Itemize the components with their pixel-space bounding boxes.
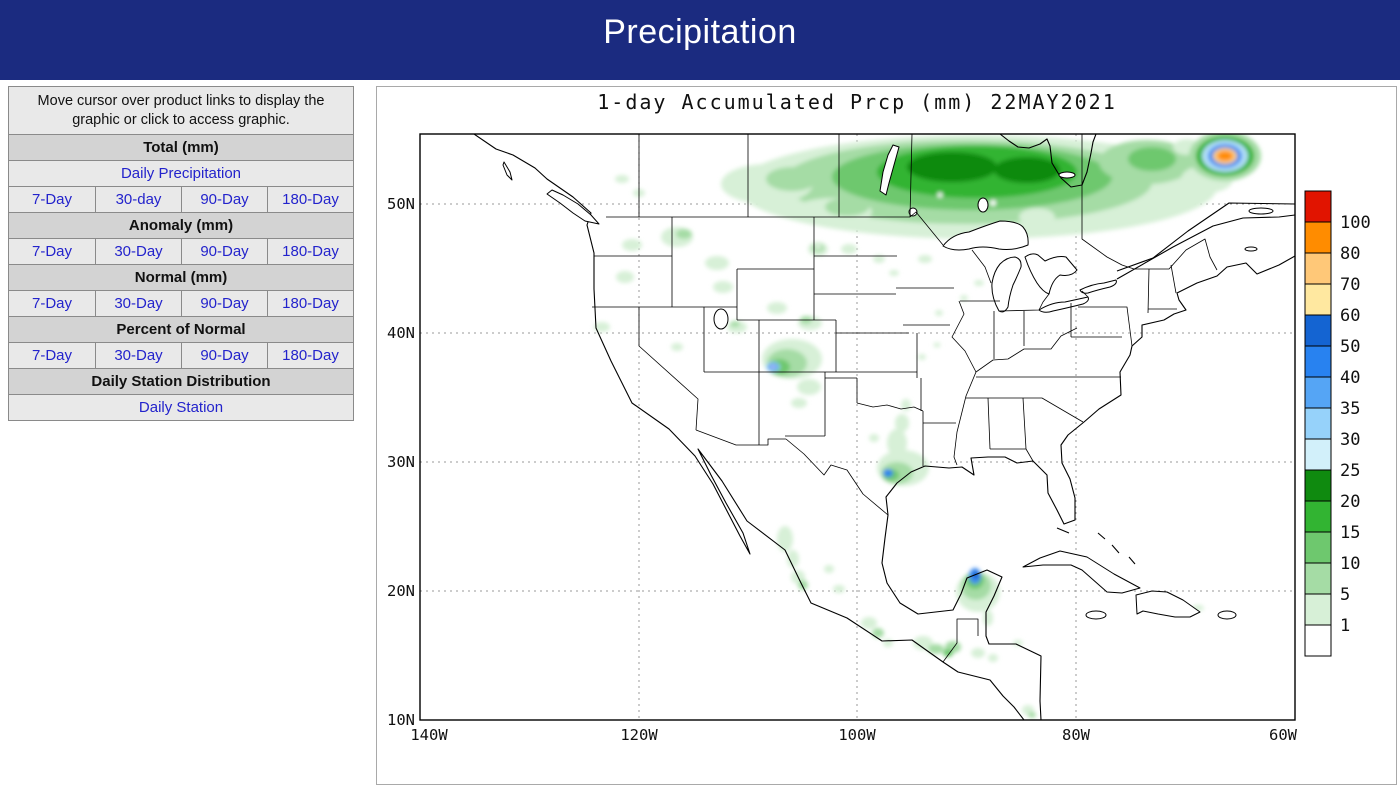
link-total-180day[interactable]: 180-Day: [267, 187, 353, 213]
legend-swatch: [1304, 593, 1332, 626]
legend-swatch: [1304, 407, 1332, 440]
legend-label: 10: [1340, 554, 1360, 574]
link-daily-precipitation[interactable]: Daily Precipitation: [120, 165, 242, 183]
normal-links-row: 7-Day 30-Day 90-Day 180-Day: [9, 290, 353, 317]
link-normal-180day[interactable]: 180-Day: [267, 291, 353, 317]
link-percent-90day[interactable]: 90-Day: [181, 343, 267, 369]
legend-swatch: [1304, 624, 1332, 657]
y-tick-label: 20N: [387, 582, 415, 600]
legend-label: 70: [1340, 275, 1360, 295]
color-scale: 100 80 70 60 50 40 35 30 25 20 15 10 5 1: [1304, 190, 1371, 657]
coastlines: [473, 134, 1295, 720]
y-tick-label: 50N: [387, 195, 415, 213]
page-title: Precipitation: [603, 13, 797, 51]
link-normal-30day[interactable]: 30-Day: [95, 291, 181, 317]
legend-label: 35: [1340, 399, 1360, 419]
x-tick-label: 60W: [1269, 726, 1298, 744]
section-header-total: Total (mm): [9, 134, 353, 161]
map-title: 1-day Accumulated Prcp (mm) 22MAY2021: [597, 90, 1117, 114]
section-header-percent-of-normal: Percent of Normal: [9, 316, 353, 343]
legend-swatch: [1304, 469, 1332, 502]
section-header-normal: Normal (mm): [9, 264, 353, 291]
precip-map-graphic: 1-day Accumulated Prcp (mm) 22MAY2021: [387, 90, 1371, 744]
x-tick-label: 100W: [838, 726, 876, 744]
link-daily-station[interactable]: Daily Station: [138, 399, 224, 417]
daily-station-row: Daily Station: [9, 394, 353, 420]
link-anomaly-7day[interactable]: 7-Day: [31, 243, 72, 261]
legend-swatch: [1304, 221, 1332, 254]
legend-label: 40: [1340, 368, 1360, 388]
link-total-7day[interactable]: 7-Day: [31, 191, 72, 209]
legend-swatch: [1304, 345, 1332, 378]
page-header: Precipitation: [0, 0, 1400, 80]
link-anomaly-90day[interactable]: 90-Day: [181, 239, 267, 265]
precip-shading: [594, 134, 1261, 718]
instruction-text: Move cursor over product links to displa…: [37, 93, 325, 128]
legend-swatch: [1304, 376, 1332, 409]
section-header-daily-station-distribution: Daily Station Distribution: [9, 368, 353, 395]
legend-swatch: [1304, 562, 1332, 595]
map-panel: 1-day Accumulated Prcp (mm) 22MAY2021: [376, 86, 1397, 785]
y-tick-label: 40N: [387, 324, 415, 342]
link-normal-7day[interactable]: 7-Day: [31, 295, 72, 313]
legend-swatch: [1304, 283, 1332, 316]
legend-label: 25: [1340, 461, 1360, 481]
link-total-90day[interactable]: 90-Day: [181, 187, 267, 213]
x-tick-label: 140W: [410, 726, 448, 744]
legend-label: 80: [1340, 244, 1360, 264]
map-frame: [419, 133, 1296, 721]
legend-label: 20: [1340, 492, 1360, 512]
legend-swatch: [1304, 438, 1332, 471]
link-anomaly-30day[interactable]: 30-Day: [95, 239, 181, 265]
y-tick-label: 10N: [387, 711, 415, 729]
link-normal-90day[interactable]: 90-Day: [181, 291, 267, 317]
total-links-row: 7-Day 30-day 90-Day 180-Day: [9, 186, 353, 213]
product-nav: Move cursor over product links to displa…: [8, 86, 354, 422]
link-anomaly-180day[interactable]: 180-Day: [267, 239, 353, 265]
legend-swatch: [1304, 314, 1332, 347]
section-header-anomaly: Anomaly (mm): [9, 212, 353, 239]
link-percent-30day[interactable]: 30-Day: [95, 343, 181, 369]
x-tick-label: 120W: [620, 726, 658, 744]
legend-label: 100: [1340, 213, 1371, 233]
x-tick-label: 80W: [1062, 726, 1091, 744]
daily-precipitation-row: Daily Precipitation: [9, 160, 353, 186]
legend-label: 30: [1340, 430, 1360, 450]
link-percent-180day[interactable]: 180-Day: [267, 343, 353, 369]
x-axis-labels: 140W 120W 100W 80W 60W: [410, 726, 1297, 744]
legend-label: 1: [1340, 616, 1350, 636]
legend-label: 5: [1340, 585, 1350, 605]
link-total-30day[interactable]: 30-day: [95, 187, 181, 213]
legend-swatch: [1304, 190, 1332, 223]
legend-swatch: [1304, 500, 1332, 533]
legend-label: 50: [1340, 337, 1360, 357]
link-percent-7day[interactable]: 7-Day: [31, 347, 72, 365]
y-axis-labels: 50N 40N 30N 20N 10N: [387, 195, 415, 729]
legend-swatch: [1304, 252, 1332, 285]
percent-links-row: 7-Day 30-Day 90-Day 180-Day: [9, 342, 353, 369]
y-tick-label: 30N: [387, 453, 415, 471]
legend-label: 15: [1340, 523, 1360, 543]
anomaly-links-row: 7-Day 30-Day 90-Day 180-Day: [9, 238, 353, 265]
legend-swatch: [1304, 531, 1332, 564]
legend-label: 60: [1340, 306, 1360, 326]
